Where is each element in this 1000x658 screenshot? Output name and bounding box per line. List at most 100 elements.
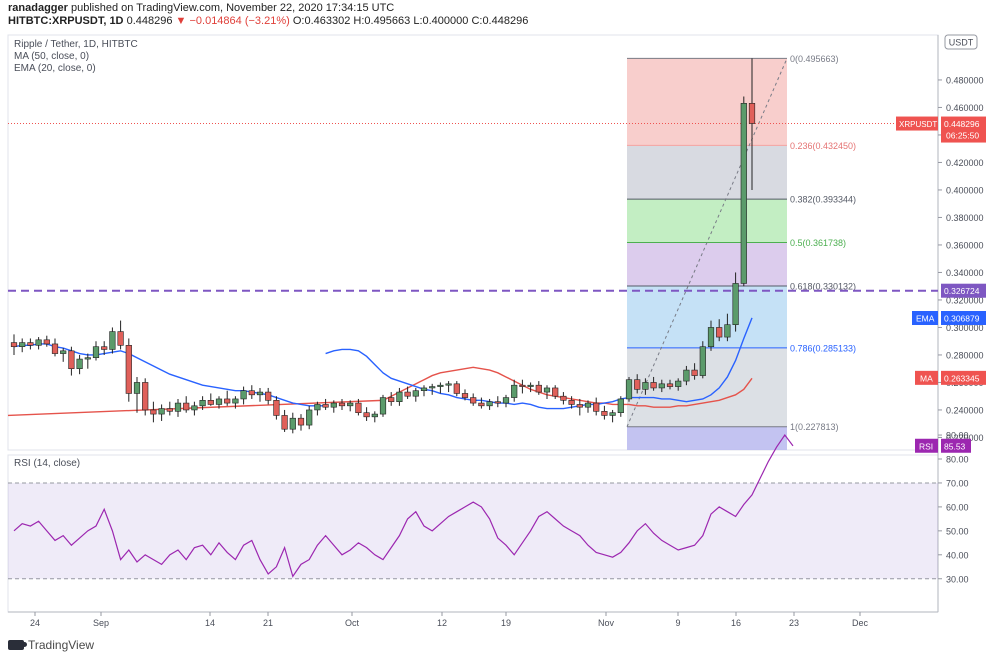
candle-body[interactable] [150, 409, 157, 415]
rsi-tag-label-box[interactable] [915, 438, 938, 453]
candle-body[interactable] [543, 387, 551, 393]
ema-line[interactable] [325, 317, 753, 410]
xrp-tag-value-box[interactable] [941, 116, 986, 143]
candle-body[interactable] [125, 345, 132, 394]
candle-body[interactable] [27, 342, 34, 346]
candle-body[interactable] [740, 103, 747, 284]
candle-body[interactable] [552, 387, 559, 397]
candle-body[interactable] [650, 382, 657, 389]
candle-body[interactable] [732, 283, 739, 326]
candle-body[interactable] [707, 327, 715, 348]
candle-body[interactable] [519, 384, 526, 387]
candle-body[interactable] [289, 417, 296, 430]
candle-body[interactable] [19, 342, 26, 348]
candle-body[interactable] [76, 358, 83, 370]
candle-body[interactable] [158, 408, 165, 415]
candle-body[interactable] [560, 395, 567, 401]
legend-ma[interactable]: MA (50, close, 0) [14, 51, 89, 62]
candle-body[interactable] [666, 383, 674, 387]
candle-body[interactable] [142, 382, 149, 411]
candle-body[interactable] [265, 391, 272, 401]
candle-body[interactable] [109, 331, 116, 350]
candle-body[interactable] [453, 383, 460, 394]
publisher-name[interactable]: ranadagger [8, 2, 68, 14]
candle-body[interactable] [60, 350, 67, 354]
ema-tag-label-box[interactable] [912, 310, 938, 325]
candle-body[interactable] [642, 382, 649, 390]
candle-body[interactable] [183, 402, 190, 411]
candle-body[interactable] [306, 409, 313, 426]
candle-body[interactable] [593, 402, 600, 412]
legend-ema[interactable]: EMA (20, close, 0) [14, 63, 96, 74]
chart-canvas[interactable]: 0.4800000.4600000.4400000.4200000.400000… [0, 0, 1000, 634]
ma-tag-value-box[interactable] [941, 370, 986, 385]
candle-body[interactable] [527, 384, 534, 387]
candle-body[interactable] [601, 411, 608, 416]
candle-body[interactable] [379, 397, 387, 415]
candle-body[interactable] [502, 397, 510, 404]
candle-body[interactable] [338, 402, 346, 407]
legend-title[interactable]: Ripple / Tether, 1D, HITBTC [14, 39, 138, 50]
candle-body[interactable] [232, 398, 239, 404]
candle-body[interactable] [51, 343, 59, 354]
candle-body[interactable] [486, 401, 493, 407]
candle-body[interactable] [470, 397, 477, 404]
candle-body[interactable] [412, 390, 419, 397]
rsi-tag-value-box[interactable] [941, 438, 971, 453]
candle-body[interactable] [84, 357, 91, 360]
candle-body[interactable] [388, 397, 395, 403]
candle-body[interactable] [248, 390, 255, 396]
tradingview-logo[interactable]: TradingView [8, 638, 94, 652]
candle-body[interactable] [748, 103, 756, 124]
fib-trend-line[interactable] [626, 58, 788, 427]
candle-body[interactable] [634, 379, 641, 390]
candle-body[interactable] [699, 346, 706, 376]
candle-body[interactable] [43, 339, 50, 345]
candle-body[interactable] [724, 324, 731, 338]
candle-body[interactable] [10, 342, 18, 348]
candle-body[interactable] [330, 402, 337, 408]
ma-line[interactable] [382, 366, 753, 408]
candle-body[interactable] [256, 391, 264, 396]
candle-body[interactable] [199, 400, 206, 407]
candle-body[interactable] [92, 346, 100, 359]
legend-rsi[interactable]: RSI (14, close) [14, 458, 80, 469]
candle-body[interactable] [191, 405, 198, 411]
candle-body[interactable] [535, 384, 542, 393]
candle-body[interactable] [478, 402, 485, 407]
candle-body[interactable] [691, 369, 698, 376]
candle-body[interactable] [461, 393, 469, 398]
candle-body[interactable] [322, 404, 329, 408]
candle-body[interactable] [617, 398, 624, 414]
candle-body[interactable] [355, 402, 362, 414]
candle-body[interactable] [429, 386, 436, 389]
candle-body[interactable] [347, 402, 354, 407]
candle-body[interactable] [166, 408, 173, 412]
rsi-line[interactable] [13, 434, 794, 578]
candle-body[interactable] [174, 402, 182, 412]
candle-body[interactable] [568, 400, 575, 405]
candle-body[interactable] [363, 412, 370, 418]
candle-body[interactable] [207, 400, 214, 405]
candle-body[interactable] [511, 384, 518, 398]
candle-body[interactable] [371, 413, 378, 418]
candle-body[interactable] [658, 383, 665, 389]
ema-tag-value-box[interactable] [941, 310, 986, 325]
candle-body[interactable] [117, 331, 124, 346]
candle-body[interactable] [404, 391, 411, 397]
candle-body[interactable] [609, 412, 616, 416]
candle-body[interactable] [494, 401, 501, 404]
candle-body[interactable] [215, 398, 223, 405]
candle-body[interactable] [437, 384, 444, 387]
candle-body[interactable] [281, 415, 288, 430]
candle-body[interactable] [101, 346, 108, 350]
candle-body[interactable] [224, 398, 231, 404]
candle-body[interactable] [584, 402, 592, 408]
candle-body[interactable] [576, 404, 583, 408]
symbol-name[interactable]: HITBTC:XRPUSDT, 1D [8, 15, 124, 27]
candle-body[interactable] [314, 404, 321, 411]
candle-body[interactable] [68, 350, 75, 370]
candle-body[interactable] [445, 383, 452, 386]
candle-body[interactable] [683, 369, 690, 382]
candle-body[interactable] [625, 379, 633, 400]
